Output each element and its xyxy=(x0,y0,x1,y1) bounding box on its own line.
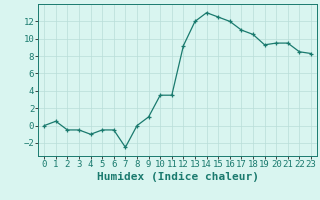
X-axis label: Humidex (Indice chaleur): Humidex (Indice chaleur) xyxy=(97,172,259,182)
